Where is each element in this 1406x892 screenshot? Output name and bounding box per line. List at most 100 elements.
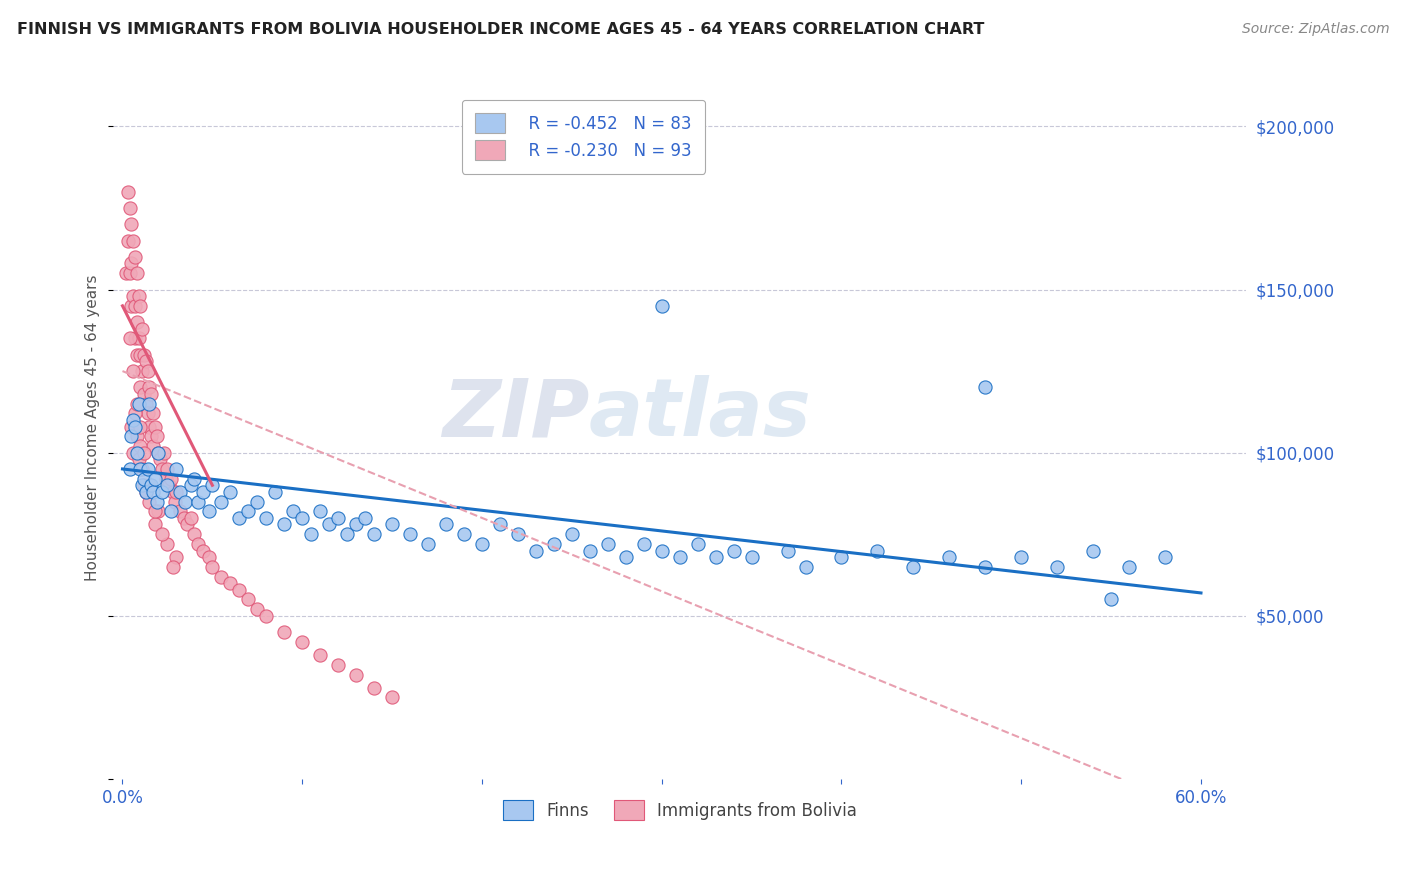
Point (155, 472, 177, 486)
Point (174, 494, 197, 508)
Point (254, 608, 277, 623)
Point (121, 299, 143, 313)
Point (138, 419, 160, 434)
Point (150, 484, 173, 499)
Point (344, 667, 367, 681)
Point (131, 321, 153, 335)
Point (328, 511, 350, 525)
Point (399, 527, 422, 541)
Point (150, 527, 173, 541)
Point (169, 504, 191, 518)
Point (148, 504, 170, 518)
Point (142, 439, 165, 453)
Point (125, 266, 148, 280)
Point (381, 690, 404, 705)
Point (219, 484, 242, 499)
Point (124, 407, 146, 421)
Point (132, 387, 155, 401)
Point (124, 250, 146, 264)
Point (118, 266, 141, 280)
Point (136, 462, 159, 476)
Point (124, 299, 146, 313)
Point (506, 527, 529, 541)
Point (723, 543, 745, 558)
Point (122, 234, 145, 248)
Point (219, 576, 242, 591)
Point (903, 559, 925, 574)
Point (183, 527, 205, 541)
Point (974, 559, 997, 574)
Point (201, 559, 224, 574)
Point (596, 537, 619, 551)
Point (830, 550, 852, 565)
Point (132, 445, 155, 459)
Point (121, 217, 143, 231)
Point (283, 504, 305, 518)
Point (136, 364, 159, 378)
Point (633, 537, 655, 551)
Point (131, 462, 153, 476)
Point (651, 543, 673, 558)
Point (1099, 592, 1122, 607)
Point (524, 543, 547, 558)
Text: atlas: atlas (589, 376, 811, 453)
Point (143, 517, 166, 532)
Point (180, 478, 202, 492)
Point (165, 550, 187, 565)
Point (129, 380, 152, 394)
Point (434, 517, 457, 532)
Point (143, 472, 166, 486)
Point (1010, 550, 1032, 565)
Point (118, 462, 141, 476)
Y-axis label: Householder Income Ages 45 - 64 years: Householder Income Ages 45 - 64 years (86, 275, 100, 582)
Point (128, 452, 150, 467)
Point (299, 527, 322, 541)
Point (344, 517, 367, 532)
Point (160, 472, 183, 486)
Point (201, 478, 224, 492)
Point (157, 478, 180, 492)
Point (128, 397, 150, 411)
Point (193, 543, 215, 558)
Point (156, 537, 179, 551)
Point (117, 234, 139, 248)
Point (135, 354, 157, 368)
Point (128, 331, 150, 345)
Point (141, 429, 163, 443)
Point (453, 527, 475, 541)
Point (160, 504, 183, 518)
Point (125, 397, 148, 411)
Point (124, 419, 146, 434)
Point (254, 511, 277, 525)
Point (143, 504, 166, 518)
Point (381, 517, 404, 532)
Text: FINNISH VS IMMIGRANTS FROM BOLIVIA HOUSEHOLDER INCOME AGES 45 - 64 YEARS CORRELA: FINNISH VS IMMIGRANTS FROM BOLIVIA HOUSE… (17, 22, 984, 37)
Text: ZIP: ZIP (441, 376, 589, 453)
Point (125, 429, 148, 443)
Point (704, 550, 727, 565)
Point (148, 445, 170, 459)
Point (193, 484, 215, 499)
Point (543, 537, 565, 551)
Point (128, 289, 150, 303)
Point (974, 380, 997, 394)
Point (579, 543, 602, 558)
Point (138, 397, 160, 411)
Point (125, 348, 148, 362)
Point (121, 256, 143, 270)
Point (651, 299, 673, 313)
Point (125, 315, 148, 329)
Point (197, 550, 219, 565)
Point (180, 511, 202, 525)
Point (1046, 559, 1069, 574)
Point (165, 462, 187, 476)
Point (187, 494, 209, 508)
Point (866, 543, 889, 558)
Point (197, 504, 219, 518)
Point (309, 648, 332, 662)
Point (187, 537, 209, 551)
Point (363, 527, 385, 541)
Point (228, 582, 250, 597)
Point (363, 681, 385, 695)
Point (614, 550, 637, 565)
